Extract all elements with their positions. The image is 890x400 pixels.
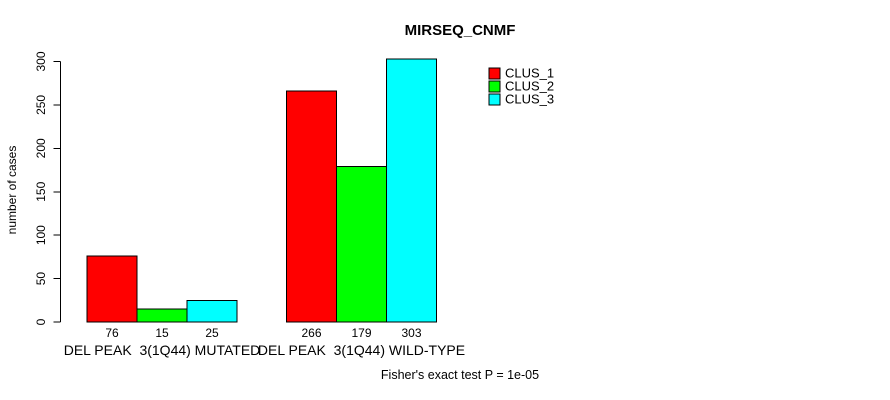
bar-value-label: 15 bbox=[155, 326, 169, 340]
bar-clus_1-group2 bbox=[286, 90, 337, 323]
bar-value-label: 303 bbox=[401, 326, 421, 340]
bar-value-label: 25 bbox=[205, 326, 219, 340]
bar-clus_2-group2 bbox=[336, 166, 387, 323]
y-tick-label: 150 bbox=[34, 181, 48, 201]
y-tick-label: 100 bbox=[34, 225, 48, 245]
group-label: DEL PEAK 3(1Q44) MUTATED bbox=[64, 342, 261, 358]
y-tick-label: 300 bbox=[34, 51, 48, 71]
legend-swatch-clus_2 bbox=[488, 80, 501, 93]
y-tick-label: 0 bbox=[34, 318, 48, 325]
bar-value-label: 179 bbox=[351, 326, 371, 340]
y-tick-label: 50 bbox=[34, 272, 48, 286]
chart-title: MIRSEQ_CNMF bbox=[405, 22, 516, 39]
footnote-text: Fisher's exact test P = 1e-05 bbox=[381, 368, 539, 382]
y-axis-label: number of cases bbox=[5, 146, 19, 235]
bar-clus_3-group2 bbox=[386, 58, 437, 323]
bar-clus_2-group1 bbox=[136, 308, 188, 323]
y-tick-label: 200 bbox=[34, 138, 48, 158]
group-label: DEL PEAK 3(1Q44) WILD-TYPE bbox=[258, 342, 465, 358]
legend-label-clus_3: CLUS_3 bbox=[505, 92, 554, 107]
y-axis: 0 50 100 150 200 250 300 bbox=[34, 51, 61, 325]
legend-swatch-clus_3 bbox=[488, 93, 501, 106]
labels-group: 76 15 25 DEL PEAK 3(1Q44) MUTATED 266 179 303 D… bbox=[64, 326, 465, 358]
legend-label-clus_2: CLUS_2 bbox=[505, 79, 554, 94]
bars-group bbox=[86, 58, 437, 323]
bar-clus_3-group1 bbox=[186, 299, 238, 323]
bar-value-label: 266 bbox=[301, 326, 321, 340]
bar-value-label: 76 bbox=[105, 326, 119, 340]
y-tick-label: 250 bbox=[34, 95, 48, 115]
legend-swatch-clus_1 bbox=[488, 67, 501, 80]
legend-label-clus_1: CLUS_1 bbox=[505, 66, 554, 81]
bar-clus_1-group1 bbox=[86, 255, 138, 323]
